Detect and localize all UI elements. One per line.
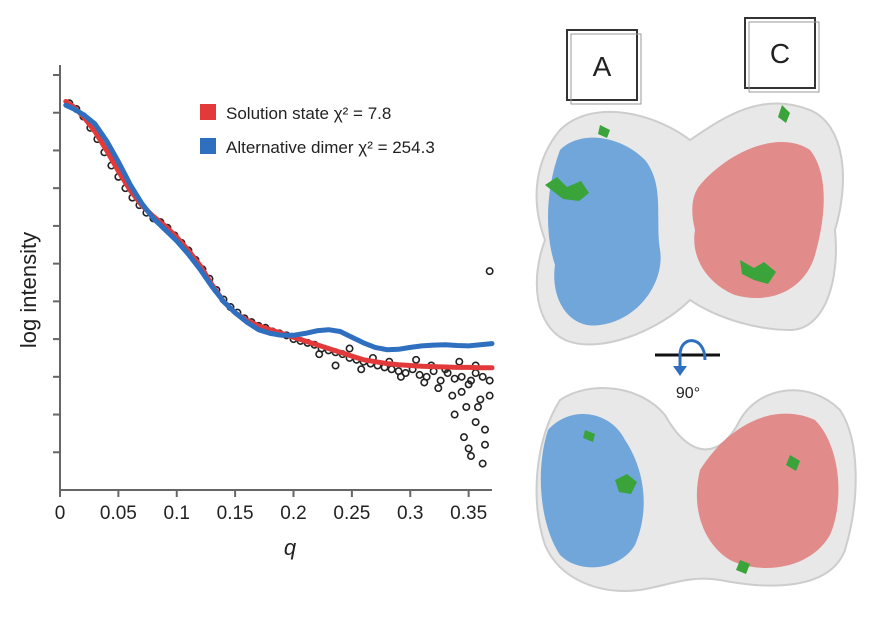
label-box-a-shadow (570, 33, 642, 105)
x-tick-label: 0.3 (397, 503, 423, 524)
data-point (485, 391, 494, 400)
data-point (412, 355, 421, 364)
x-axis-title: q (284, 535, 297, 560)
data-point (471, 369, 480, 378)
data-point (401, 369, 410, 378)
series-line-solution-state (63, 98, 495, 371)
data-point (478, 372, 487, 381)
x-tick-label: 0.25 (333, 503, 370, 524)
data-point (450, 410, 459, 419)
x-tick-label: 0.1 (164, 503, 190, 524)
data-point (436, 376, 445, 385)
rotation-symbol: 90° (655, 339, 720, 402)
x-tick-label: 0.2 (280, 503, 306, 524)
data-point (457, 387, 466, 396)
legend-swatch-alternative-dimer (200, 138, 216, 154)
y-ticks (53, 74, 60, 454)
data-point (415, 370, 424, 379)
data-point (485, 376, 494, 385)
rotation-label: 90° (676, 385, 700, 402)
structure-panel: A C 90° (535, 17, 857, 592)
y-axis-title: log intensity (16, 232, 41, 348)
structure-top (535, 102, 844, 346)
legend-swatch-solution-state (200, 104, 216, 120)
data-point (480, 425, 489, 434)
fit-curves (63, 98, 495, 371)
legend: Solution state χ² = 7.8 Alternative dime… (200, 104, 435, 157)
x-tick-label: 0.35 (450, 503, 487, 524)
chain-a-top (548, 137, 661, 326)
chain-c-top (692, 142, 824, 299)
data-point (357, 365, 366, 374)
label-a: A (593, 51, 612, 82)
data-point (434, 384, 443, 393)
data-point (480, 440, 489, 449)
ligand-bottom-2 (736, 560, 750, 574)
chain-a-bottom (540, 413, 644, 568)
x-tick-label: 0.05 (100, 503, 137, 524)
data-point (396, 372, 405, 381)
data-point (478, 459, 487, 468)
data-point (462, 402, 471, 411)
data-point (450, 374, 459, 383)
data-point (473, 402, 482, 411)
label-box-c-shadow (748, 21, 820, 93)
label-c: C (770, 38, 790, 69)
ligand-bottom-3 (583, 430, 595, 442)
data-point (459, 433, 468, 442)
x-tick-label: 0 (55, 503, 66, 524)
data-point (476, 395, 485, 404)
x-ticks: 0 0.05 0.1 0.15 0.2 0.25 0.3 0.35 (55, 490, 487, 524)
legend-label-solution-state: Solution state χ² = 7.8 (226, 104, 391, 123)
data-point (485, 267, 494, 276)
data-point (457, 372, 466, 381)
ligand-top-3 (778, 105, 790, 123)
data-point (464, 444, 473, 453)
ligand-bottom-4 (786, 455, 800, 471)
data-point (331, 361, 340, 370)
chain-c-bottom (696, 413, 839, 568)
ligand-top-2 (740, 260, 776, 284)
x-tick-label: 0.15 (217, 503, 254, 524)
data-point (455, 357, 464, 366)
data-point (387, 365, 396, 374)
ligand-top-1 (545, 177, 589, 201)
structure-bottom (535, 387, 857, 592)
data-point (420, 378, 429, 387)
legend-label-alternative-dimer: Alternative dimer χ² = 254.3 (226, 138, 435, 157)
series-line-alternative-dimer (63, 102, 495, 353)
data-point (466, 376, 475, 385)
label-box-c (744, 17, 816, 89)
data-point (345, 344, 354, 353)
data-point (466, 452, 475, 461)
rotation-arrowhead (673, 366, 687, 376)
data-point (471, 418, 480, 427)
data-point (448, 391, 457, 400)
data-point (315, 350, 324, 359)
ligand-bottom-1 (615, 474, 637, 494)
rotation-arrow-icon (678, 339, 707, 372)
label-box-a (566, 29, 638, 101)
ligand-top-4 (598, 125, 610, 138)
saxs-plot: 0 0.05 0.1 0.15 0.2 0.25 0.3 0.35 q log intensi… (16, 65, 495, 560)
